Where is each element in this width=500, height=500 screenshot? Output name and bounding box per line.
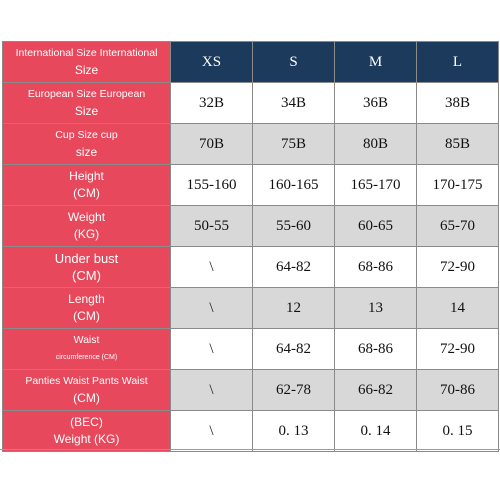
cell-value: 12 [252,287,335,329]
row-label: Weight (KG) [2,205,171,247]
row-weight-kg: (BEC) Weight (KG) \ 0. 13 0. 14 0. 15 [2,410,499,452]
row-label: European Size European Size [2,82,171,124]
row-length: Length (CM) \ 12 13 14 [2,287,499,329]
bottom-divider [0,449,500,450]
row-height: Height (CM) 155-160 160-165 165-170 170-… [2,164,499,206]
row-panties-waist: Panties Waist Pants Waist (CM) \ 62-78 6… [2,369,499,411]
cell-value: 32B [170,82,253,124]
cell-value: 160-165 [252,164,335,206]
cell-value: \ [170,369,253,411]
cell-value: 165-170 [334,164,417,206]
cell-value: 0. 13 [252,410,335,452]
cell-value: 55-60 [252,205,335,247]
row-cup-size: Cup Size cup size 70B 75B 80B 85B [2,123,499,165]
row-label: (BEC) Weight (KG) [2,410,171,452]
row-european-size: European Size European Size 32B 34B 36B … [2,82,499,124]
cell-value: 60-65 [334,205,417,247]
cell-value: 65-70 [416,205,499,247]
cell-value: 75B [252,123,335,165]
cell-value: 72-90 [416,328,499,370]
cell-value: 0. 15 [416,410,499,452]
cell-value: \ [170,287,253,329]
cell-value: 64-82 [252,246,335,288]
size-l-header: L [416,41,499,83]
cell-value: 72-90 [416,246,499,288]
cell-value: 68-86 [334,246,417,288]
cell-value: 66-82 [334,369,417,411]
cell-value: 13 [334,287,417,329]
cell-value: 62-78 [252,369,335,411]
cell-value: 50-55 [170,205,253,247]
cell-value: 38B [416,82,499,124]
cell-value: 70-86 [416,369,499,411]
size-s-header: S [252,41,335,83]
header-row: International Size International Size XS… [2,41,499,83]
cell-value: 34B [252,82,335,124]
row-label: Panties Waist Pants Waist (CM) [2,369,171,411]
row-weight: Weight (KG) 50-55 55-60 60-65 65-70 [2,205,499,247]
cell-value: 80B [334,123,417,165]
row-under-bust: Under bust (CM) \ 64-82 68-86 72-90 [2,246,499,288]
row-waist: Waist circumference (CM) \ 64-82 68-86 7… [2,328,499,370]
cell-value: 0. 14 [334,410,417,452]
cell-value: \ [170,328,253,370]
cell-value: 70B [170,123,253,165]
cell-value: 14 [416,287,499,329]
header-label: International Size International Size [2,41,171,83]
row-label: Waist circumference (CM) [2,328,171,370]
cell-value: \ [170,246,253,288]
row-label: Height (CM) [2,164,171,206]
cell-value: \ [170,410,253,452]
size-m-header: M [334,41,417,83]
cell-value: 68-86 [334,328,417,370]
cell-value: 85B [416,123,499,165]
cell-value: 155-160 [170,164,253,206]
size-xs-header: XS [170,41,253,83]
cell-value: 36B [334,82,417,124]
row-label: Cup Size cup size [2,123,171,165]
size-chart-table: International Size International Size XS… [2,41,499,452]
cell-value: 64-82 [252,328,335,370]
row-label: Under bust (CM) [2,246,171,288]
cell-value: 170-175 [416,164,499,206]
row-label: Length (CM) [2,287,171,329]
